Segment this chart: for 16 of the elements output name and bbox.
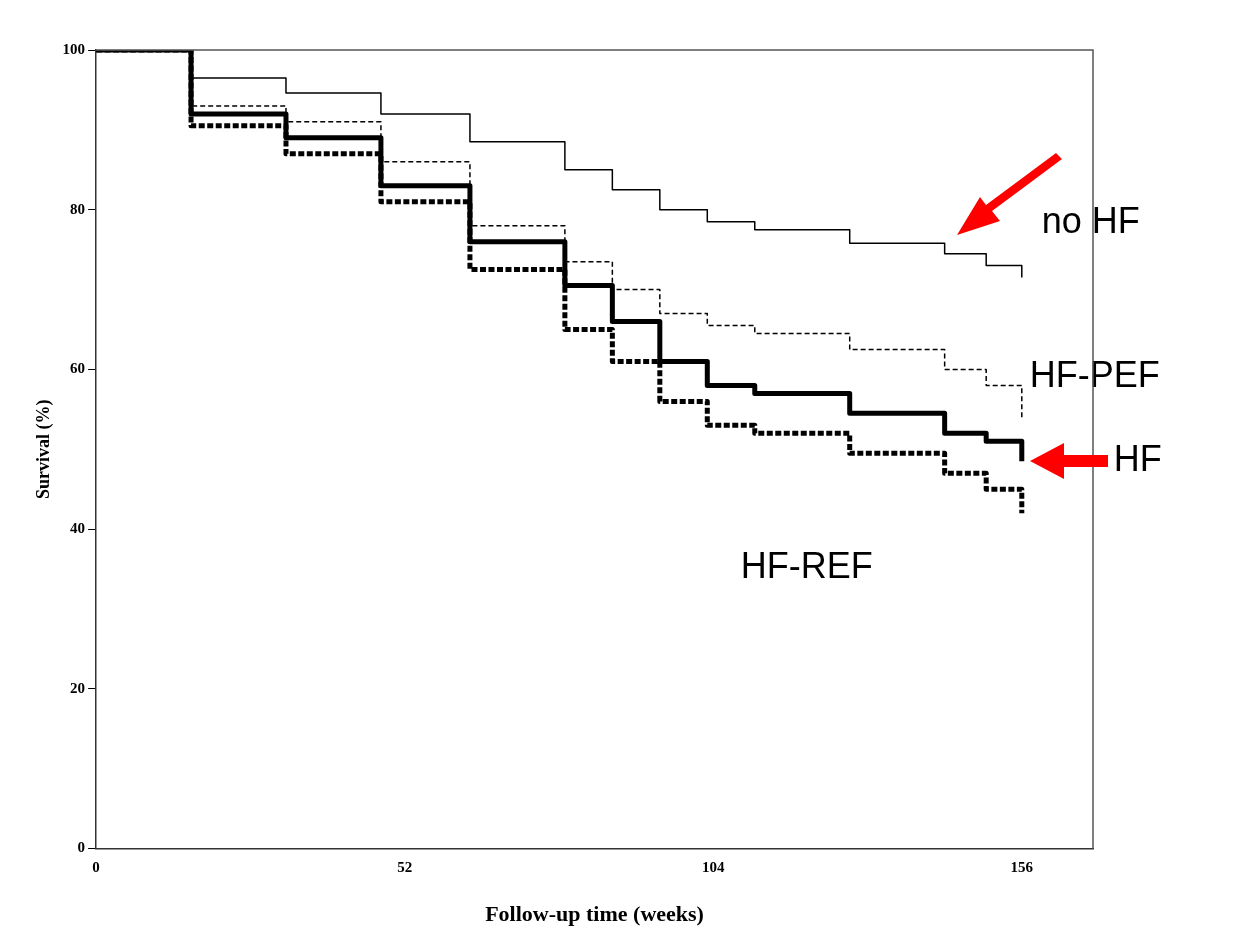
series-label: no HF (1041, 199, 1140, 241)
x-tick-label: 104 (701, 859, 725, 876)
x-tick-label: 0 (92, 859, 100, 876)
y-tick-label: 100 (62, 40, 86, 57)
x-tick-label: 52 (397, 859, 413, 876)
x-tick-label: 156 (1010, 859, 1034, 876)
series-label: HF-PEF (1029, 354, 1160, 396)
x-axis-title: Follow-up time (weeks) (485, 901, 704, 927)
y-tick-label: 60 (70, 360, 86, 377)
y-tick-label: 40 (70, 520, 86, 537)
text: HF-REF (740, 545, 873, 587)
y-tick-label: 0 (77, 839, 86, 856)
y-tick-label: 80 (70, 200, 86, 217)
y-tick-label: 20 (70, 679, 86, 696)
y-axis-title: Survival (%) (33, 399, 55, 500)
text: HF (1113, 438, 1162, 480)
